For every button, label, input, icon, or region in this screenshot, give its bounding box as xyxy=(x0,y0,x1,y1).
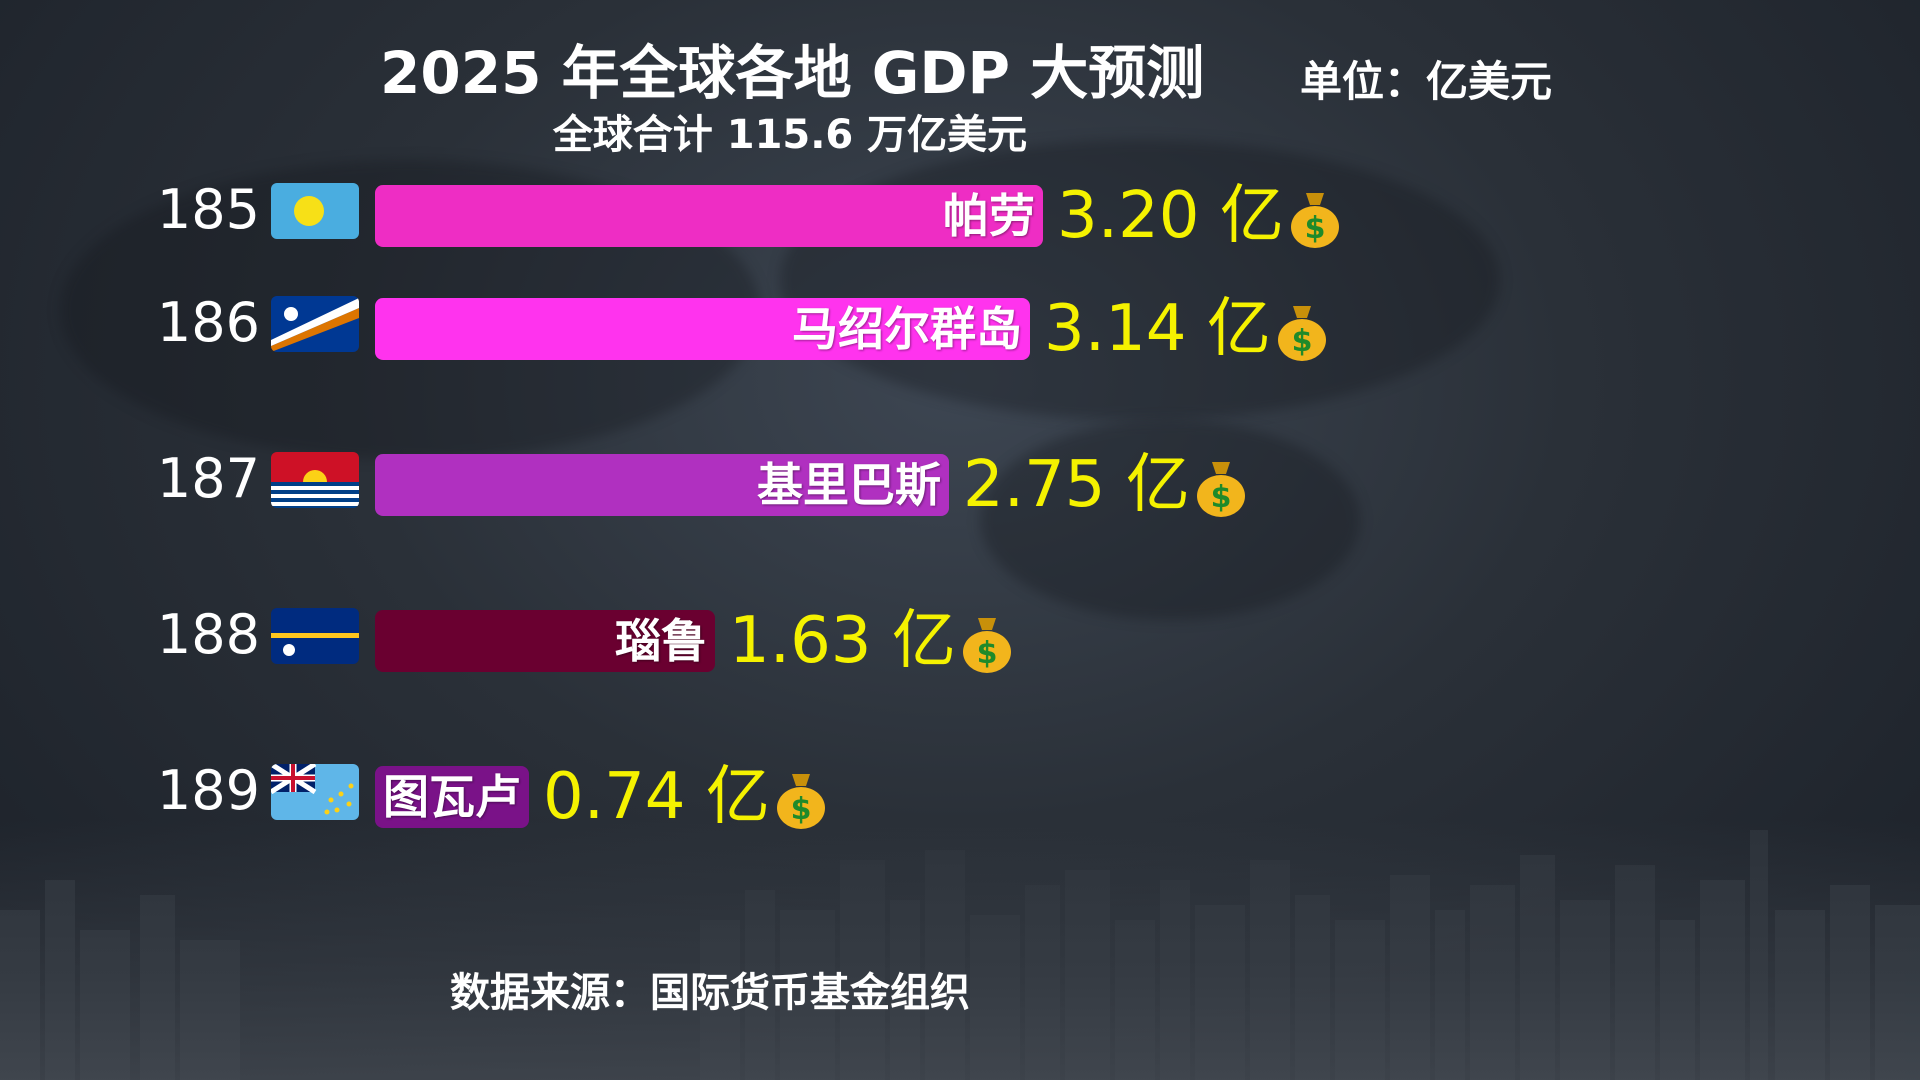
world-map-background xyxy=(980,420,1360,620)
bar: 图瓦卢 xyxy=(375,766,529,828)
bar-category-label: 帕劳 xyxy=(943,189,1035,243)
rank-label: 186 xyxy=(156,291,260,354)
tuvalu-flag-icon xyxy=(271,764,359,820)
value-label: 3.14 亿 xyxy=(1044,292,1271,366)
bar-row: 189 图瓦卢 0.74 亿 $ xyxy=(0,756,1920,834)
money-bag-icon: $ xyxy=(1278,306,1326,361)
svg-text:$: $ xyxy=(791,792,812,827)
chart-subtitle: 全球合计 115.6 万亿美元 xyxy=(552,112,1028,158)
bar: 基里巴斯 xyxy=(375,454,949,516)
chart-title: 2025 年全球各地 GDP 大预测 xyxy=(380,39,1205,107)
palau-flag-icon xyxy=(271,183,359,239)
svg-text:$: $ xyxy=(1305,211,1326,246)
data-source-label: 数据来源：国际货币基金组织 xyxy=(450,970,970,1016)
bar: 帕劳 xyxy=(375,185,1043,247)
bar: 马绍尔群岛 xyxy=(375,298,1030,360)
value-label: 2.75 亿 xyxy=(963,448,1190,522)
rank-label: 187 xyxy=(156,447,260,510)
bar-row: 187 基里巴斯 2.75 亿 $ xyxy=(0,444,1920,522)
svg-text:$: $ xyxy=(1211,480,1232,515)
bar-row: 186 马绍尔群岛 3.14 亿 $ xyxy=(0,288,1920,366)
marshall-islands-flag-icon xyxy=(271,296,359,352)
bar-category-label: 瑙鲁 xyxy=(615,614,707,668)
value-label: 3.20 亿 xyxy=(1057,179,1284,253)
bar-row: 185 帕劳 3.20 亿 $ xyxy=(0,175,1920,253)
rank-label: 188 xyxy=(156,603,260,666)
money-bag-icon: $ xyxy=(1197,462,1245,517)
bar-category-label: 马绍尔群岛 xyxy=(792,302,1022,356)
rank-label: 185 xyxy=(156,178,260,241)
nauru-flag-icon xyxy=(271,608,359,664)
value-label: 0.74 亿 xyxy=(543,760,770,834)
value-label: 1.63 亿 xyxy=(729,604,956,678)
money-bag-icon: $ xyxy=(777,774,825,829)
svg-text:$: $ xyxy=(1292,324,1313,359)
money-bag-icon: $ xyxy=(1291,193,1339,248)
bar-row: 188 瑙鲁 1.63 亿 $ xyxy=(0,600,1920,678)
ground-fade xyxy=(0,820,1920,1080)
unit-label: 单位：亿美元 xyxy=(1300,57,1553,106)
money-bag-icon: $ xyxy=(963,618,1011,673)
bar-category-label: 基里巴斯 xyxy=(757,458,941,512)
bar-category-label: 图瓦卢 xyxy=(383,770,521,824)
kiribati-flag-icon xyxy=(271,452,359,508)
rank-label: 189 xyxy=(156,759,260,822)
bar: 瑙鲁 xyxy=(375,610,715,672)
svg-text:$: $ xyxy=(977,636,998,671)
